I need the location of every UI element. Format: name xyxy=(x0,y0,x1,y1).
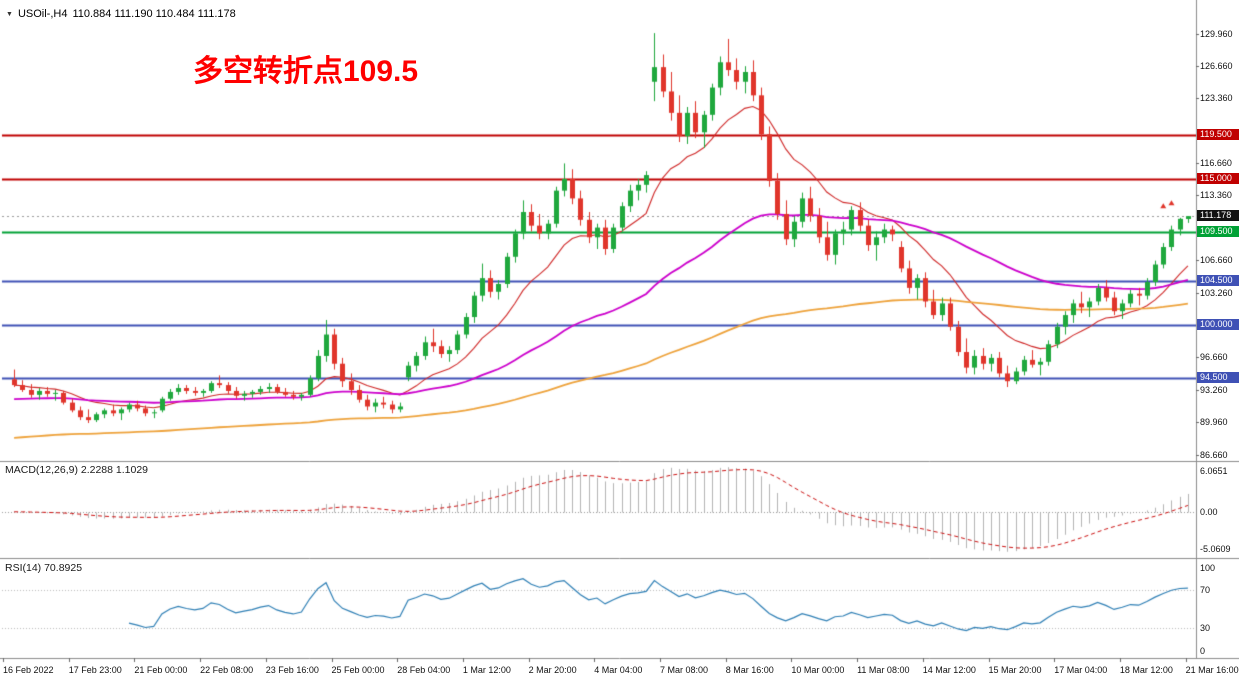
time-axis-label: 18 Mar 12:00 xyxy=(1119,665,1173,675)
time-axis-label: 10 Mar 00:00 xyxy=(791,665,845,675)
price-axis-label: 106.660 xyxy=(1200,255,1233,266)
time-axis-label: 1 Mar 12:00 xyxy=(462,665,511,675)
time-axis-label: 14 Mar 12:00 xyxy=(922,665,976,675)
price-axis-label: 96.660 xyxy=(1200,352,1228,363)
time-axis-label: 25 Feb 00:00 xyxy=(331,665,385,675)
annotation-text: 多空转折点109.5 xyxy=(193,55,419,88)
price-axis-label: 113.360 xyxy=(1200,189,1232,200)
time-axis-label: 15 Mar 20:00 xyxy=(988,665,1042,675)
time-axis-label: 17 Mar 04:00 xyxy=(1054,665,1108,675)
level-price-tag: 104.500 xyxy=(1197,275,1239,287)
time-axis-label: 7 Mar 08:00 xyxy=(660,665,709,675)
rsi-axis-label: 70 xyxy=(1200,584,1211,595)
price-axis-label: 93.260 xyxy=(1200,385,1228,396)
level-price-tag: 109.500 xyxy=(1197,226,1239,238)
level-price-tag: 100.000 xyxy=(1197,318,1239,330)
rsi-axis-label: 30 xyxy=(1200,623,1211,634)
time-axis-label: 11 Mar 08:00 xyxy=(857,665,910,675)
rsi-indicator-label: RSI(14) 70.8925 xyxy=(5,562,83,574)
price-axis-label: 116.660 xyxy=(1200,157,1232,168)
time-axis-label: 21 Mar 16:00 xyxy=(1185,665,1239,675)
price-axis-label: 103.260 xyxy=(1200,288,1233,299)
time-axis-label: 28 Feb 04:00 xyxy=(397,665,451,675)
level-price-tag: 94.500 xyxy=(1197,372,1239,384)
price-axis-label: 123.360 xyxy=(1200,92,1233,103)
level-price-tag: 119.500 xyxy=(1197,129,1239,141)
current-price-tag: 111.178 xyxy=(1197,210,1239,222)
price-axis-label: 86.660 xyxy=(1200,449,1228,460)
level-price-tag: 115.000 xyxy=(1197,172,1239,184)
macd-axis-label: 0.00 xyxy=(1200,506,1218,517)
macd-axis-label: -5.0609 xyxy=(1200,544,1231,554)
symbol-name: USOil-,H4 xyxy=(17,8,68,20)
price-axis-label: 89.960 xyxy=(1200,417,1228,428)
price-axis-label: 126.660 xyxy=(1200,60,1233,71)
price-axis-label: 129.960 xyxy=(1200,28,1233,39)
time-axis-label: 23 Feb 16:00 xyxy=(265,665,319,675)
time-axis-label: 4 Mar 04:00 xyxy=(594,665,643,675)
time-axis-label: 21 Feb 00:00 xyxy=(134,665,188,675)
dropdown-arrow-icon[interactable]: ▼ xyxy=(6,10,13,18)
chart-title: ▼ USOil-,H4 110.884 111.190 110.484 111.… xyxy=(6,8,236,20)
time-axis-label: 22 Feb 08:00 xyxy=(200,665,254,675)
time-axis-label: 17 Feb 23:00 xyxy=(68,665,122,675)
rsi-axis-label: 0 xyxy=(1200,646,1206,656)
ohlc-values: 110.884 111.190 110.484 111.178 xyxy=(72,8,236,20)
time-axis-label: 2 Mar 20:00 xyxy=(528,665,577,675)
macd-axis-label: 6.0651 xyxy=(1200,466,1228,476)
macd-indicator-label: MACD(12,26,9) 2.2288 1.1029 xyxy=(5,464,149,476)
rsi-axis-label: 100 xyxy=(1200,563,1216,573)
time-axis-label: 16 Feb 2022 xyxy=(3,665,54,675)
time-axis-label: 8 Mar 16:00 xyxy=(725,665,774,675)
